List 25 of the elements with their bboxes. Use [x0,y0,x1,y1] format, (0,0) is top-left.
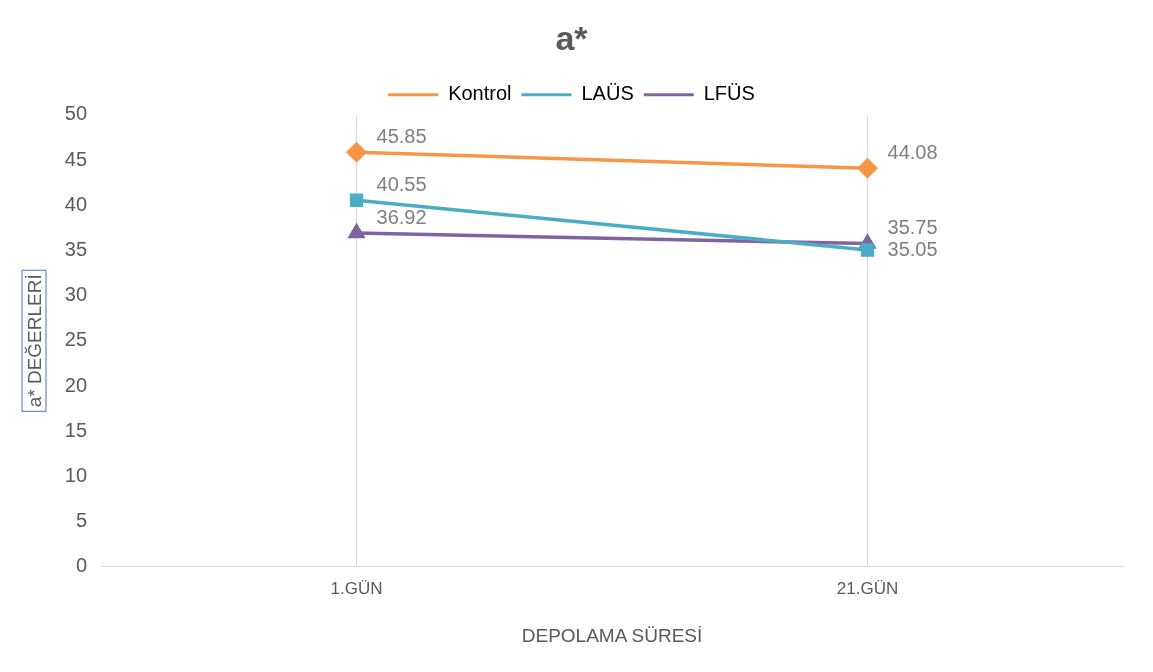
y-tick-label: 5 [75,509,88,532]
x-tick-label: 1.GÜN [330,578,383,598]
y-tick-label: 20 [64,373,88,396]
x-axis-title: DEPOLAMA SÜRESİ [521,624,703,646]
data-label: 35.75 [887,216,938,239]
data-label: 40.55 [376,172,427,195]
legend-label: LAÜS [581,82,634,105]
legend-label: Kontrol [448,82,512,105]
y-tick-label: 40 [64,192,88,215]
x-tick-label: 21.GÜN [836,578,899,598]
y-tick-label: 30 [64,283,88,306]
chart-title: a* [555,18,589,57]
y-tick-label: 15 [64,418,88,441]
y-tick-label: 25 [64,328,88,351]
y-tick-label: 10 [64,463,88,486]
y-axis-title: a* DEĞERLERİ [23,274,45,408]
data-label: 35.05 [887,238,938,261]
data-label: 36.92 [376,205,427,228]
legend-label: LFÜS [703,82,755,105]
data-label: 45.85 [376,124,427,147]
y-tick-label: 0 [75,554,88,577]
y-tick-label: 50 [64,102,88,125]
y-tick-label: 45 [64,147,88,170]
data-label: 44.08 [887,140,938,163]
y-tick-label: 35 [64,237,88,260]
